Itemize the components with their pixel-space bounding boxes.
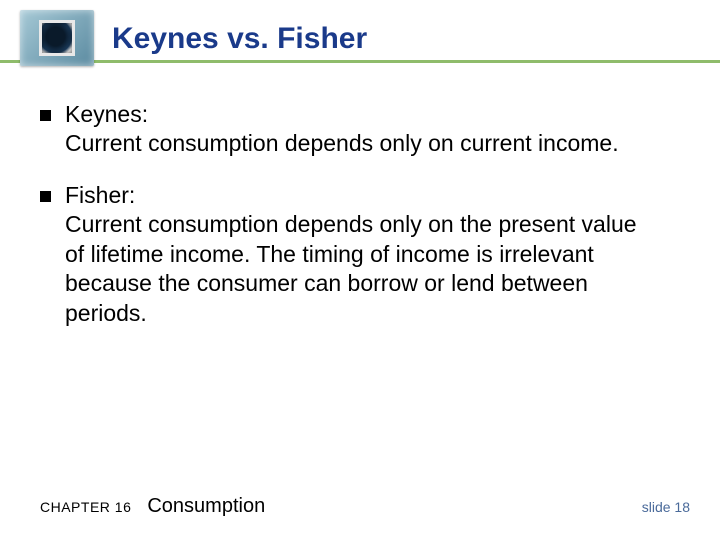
footer: CHAPTER 16 Consumption slide 18: [40, 495, 690, 518]
slide-number: slide 18: [642, 499, 690, 515]
slide-title: Keynes vs. Fisher: [112, 22, 367, 56]
logo-window-icon: [39, 20, 75, 56]
logo: [20, 10, 94, 66]
bullet-item: Fisher: Current consumption depends only…: [40, 181, 660, 328]
bullet-square-icon: [40, 191, 51, 202]
content-area: Keynes: Current consumption depends only…: [40, 100, 660, 350]
bullet-lead: Keynes:: [65, 101, 148, 127]
bullet-body: Current consumption depends only on the …: [65, 211, 637, 325]
bullet-lead: Fisher:: [65, 182, 135, 208]
bullet-text: Fisher: Current consumption depends only…: [65, 181, 660, 328]
bullet-body: Current consumption depends only on curr…: [65, 130, 619, 156]
bullet-square-icon: [40, 110, 51, 121]
header-band: Keynes vs. Fisher: [0, 0, 720, 76]
bullet-item: Keynes: Current consumption depends only…: [40, 100, 660, 159]
bullet-text: Keynes: Current consumption depends only…: [65, 100, 660, 159]
chapter-title: Consumption: [147, 495, 265, 518]
footer-left: CHAPTER 16 Consumption: [40, 495, 265, 518]
chapter-label: CHAPTER 16: [40, 499, 131, 515]
logo-frame-icon: [20, 10, 94, 66]
accent-line: [0, 60, 720, 63]
